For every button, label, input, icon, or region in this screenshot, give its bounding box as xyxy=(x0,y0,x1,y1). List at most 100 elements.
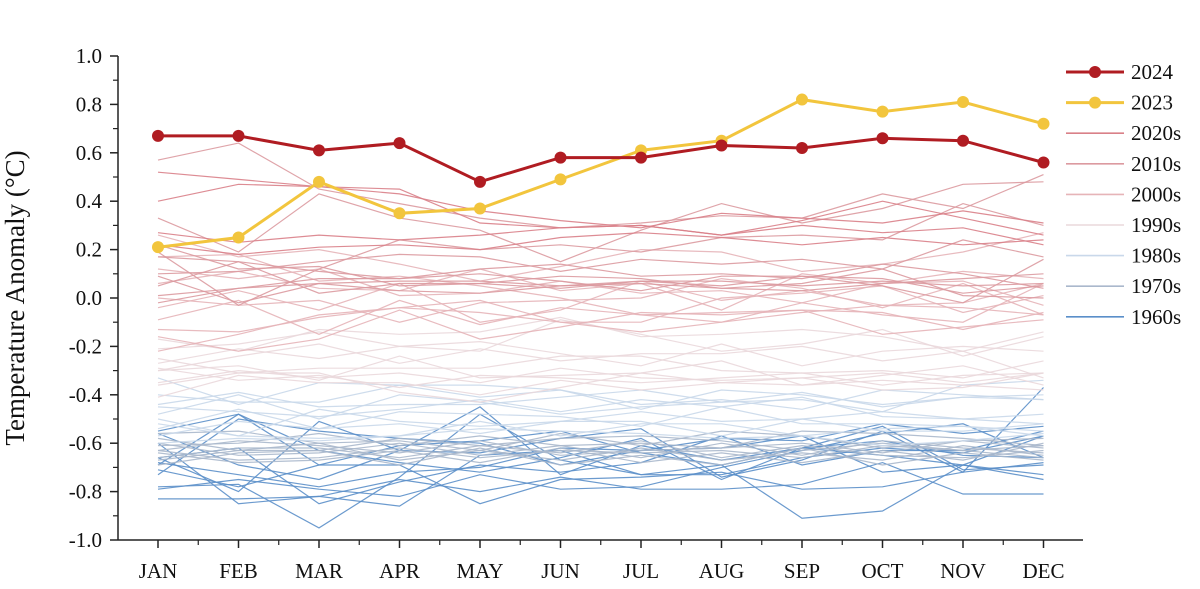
line-2000s-1 xyxy=(157,232,1044,282)
y-tick-label: -0.8 xyxy=(69,480,102,504)
line-1970s-10 xyxy=(157,447,1044,466)
point-2024-dec xyxy=(1037,156,1050,169)
point-2023-mar xyxy=(313,175,325,188)
legend-label-1980s: 1980s xyxy=(1131,244,1181,268)
x-tick-label-may: MAY xyxy=(456,559,503,583)
point-2023-jun xyxy=(554,173,567,186)
point-2023-jan xyxy=(152,241,164,254)
y-tick-label: 0.2 xyxy=(76,238,102,262)
line-1960s-5 xyxy=(157,387,1044,481)
line-2000s-7 xyxy=(157,253,1044,331)
line-2010s-9 xyxy=(157,268,1044,304)
series-line-2023 xyxy=(157,98,1044,249)
line-2000s-9 xyxy=(157,282,1044,352)
axes: -1.0 -0.8 -0.6 -0.4 -0.2 0.0 0.2 0.4 0.6 0.8 1.0 JA… xyxy=(69,44,1083,583)
legend-marker-2023 xyxy=(1089,96,1101,109)
x-tick-label-nov: NOV xyxy=(940,559,986,583)
x-tick-label-mar: MAR xyxy=(295,559,343,583)
line-1990s-10 xyxy=(157,372,1044,403)
line-1980s-3 xyxy=(157,384,1044,410)
legend-label-2024: 2024 xyxy=(1131,60,1174,84)
x-tick-label-aug: AUG xyxy=(699,559,745,583)
line-1960s-2 xyxy=(157,418,1044,476)
point-2024-jul xyxy=(635,151,647,164)
series-line-2024 xyxy=(158,134,1044,184)
line-1980s-10 xyxy=(157,428,1044,447)
y-tick-label: 0.4 xyxy=(76,189,103,213)
line-1990s-5 xyxy=(157,355,1044,379)
line-2000s-10 xyxy=(157,309,1044,352)
point-2023-dec xyxy=(1037,117,1050,130)
x-tick-label-jun: JUN xyxy=(541,559,580,583)
line-1960s-11 xyxy=(157,423,1044,498)
line-1960s-8 xyxy=(157,413,1044,476)
point-2024-jun xyxy=(554,151,567,164)
line-1990s-2 xyxy=(157,319,1044,357)
line-1980s-5 xyxy=(157,396,1044,425)
line-2010s-1 xyxy=(157,142,1044,229)
point-2023-apr xyxy=(393,207,406,220)
y-tick-label: -1.0 xyxy=(69,528,102,552)
line-1980s-7 xyxy=(157,408,1044,437)
line-1960s-6 xyxy=(157,442,1044,505)
legend-label-2020s: 2020s xyxy=(1131,121,1181,145)
legend-label-2010s: 2010s xyxy=(1131,152,1181,176)
line-1990s-4 xyxy=(157,343,1044,379)
line-1980s-8 xyxy=(157,411,1044,437)
line-2010s-8 xyxy=(157,258,1044,304)
x-tick-label-oct: OCT xyxy=(862,559,904,583)
x-tick-label-dec: DEC xyxy=(1023,559,1065,583)
point-2024-oct xyxy=(876,132,889,145)
y-tick-label: -0.2 xyxy=(69,334,102,358)
y-tick-label: -0.4 xyxy=(69,383,103,407)
point-2023-may xyxy=(474,202,486,215)
line-1960s-7 xyxy=(157,423,1044,488)
line-1970s-6 xyxy=(157,440,1044,459)
decade-lines xyxy=(157,142,1044,529)
x-tick-label-sep: SEP xyxy=(784,559,820,583)
line-1980s-4 xyxy=(157,391,1044,420)
point-2024-feb xyxy=(232,129,245,142)
point-2024-apr xyxy=(393,137,406,150)
point-2024-mar xyxy=(313,144,325,157)
line-1970s-7 xyxy=(157,444,1044,461)
line-2000s-8 xyxy=(157,299,1044,335)
line-2000s-3 xyxy=(157,280,1044,323)
legend-label-2023: 2023 xyxy=(1131,91,1173,115)
point-2023-feb xyxy=(232,231,245,244)
y-tick-label: 0.6 xyxy=(76,141,102,165)
legend-label-1970s: 1970s xyxy=(1131,274,1181,298)
line-1990s-6 xyxy=(157,355,1044,386)
point-2024-aug xyxy=(715,139,728,152)
line-1990s-9 xyxy=(157,374,1044,398)
line-1980s-1 xyxy=(157,377,1044,410)
legend-label-1960s: 1960s xyxy=(1131,305,1181,329)
line-1960s-9 xyxy=(158,449,1044,519)
legend-marker-2024 xyxy=(1089,66,1101,78)
line-2020s-4 xyxy=(157,232,1044,256)
point-2024-nov xyxy=(957,134,969,147)
point-2023-oct xyxy=(876,105,889,118)
y-tick-label: 1.0 xyxy=(76,44,102,68)
line-1960s-10 xyxy=(157,462,1044,505)
line-2010s-6 xyxy=(157,273,1044,304)
y-tick-label: 0.8 xyxy=(76,92,102,116)
point-2024-sep xyxy=(796,141,808,154)
line-2010s-4 xyxy=(157,239,1044,275)
x-tick-label-jul: JUL xyxy=(623,559,659,583)
x-tick-label-apr: APR xyxy=(379,559,420,583)
point-2024-jan xyxy=(152,129,164,142)
point-2024-may xyxy=(474,175,486,188)
line-1960s-4 xyxy=(157,413,1044,529)
highlight-series xyxy=(152,93,1050,254)
y-tick-label: -0.6 xyxy=(69,431,102,455)
line-1970s-8 xyxy=(157,442,1044,461)
line-2000s-6 xyxy=(157,285,1044,333)
line-2010s-3 xyxy=(157,202,1044,306)
line-2020s-3 xyxy=(157,224,1044,246)
y-axis-label: Temperature Anomaly (°C) xyxy=(0,150,30,445)
line-1990s-3 xyxy=(157,340,1044,367)
point-2023-sep xyxy=(796,93,808,106)
line-1980s-9 xyxy=(157,420,1044,440)
line-1970s-9 xyxy=(157,442,1044,464)
